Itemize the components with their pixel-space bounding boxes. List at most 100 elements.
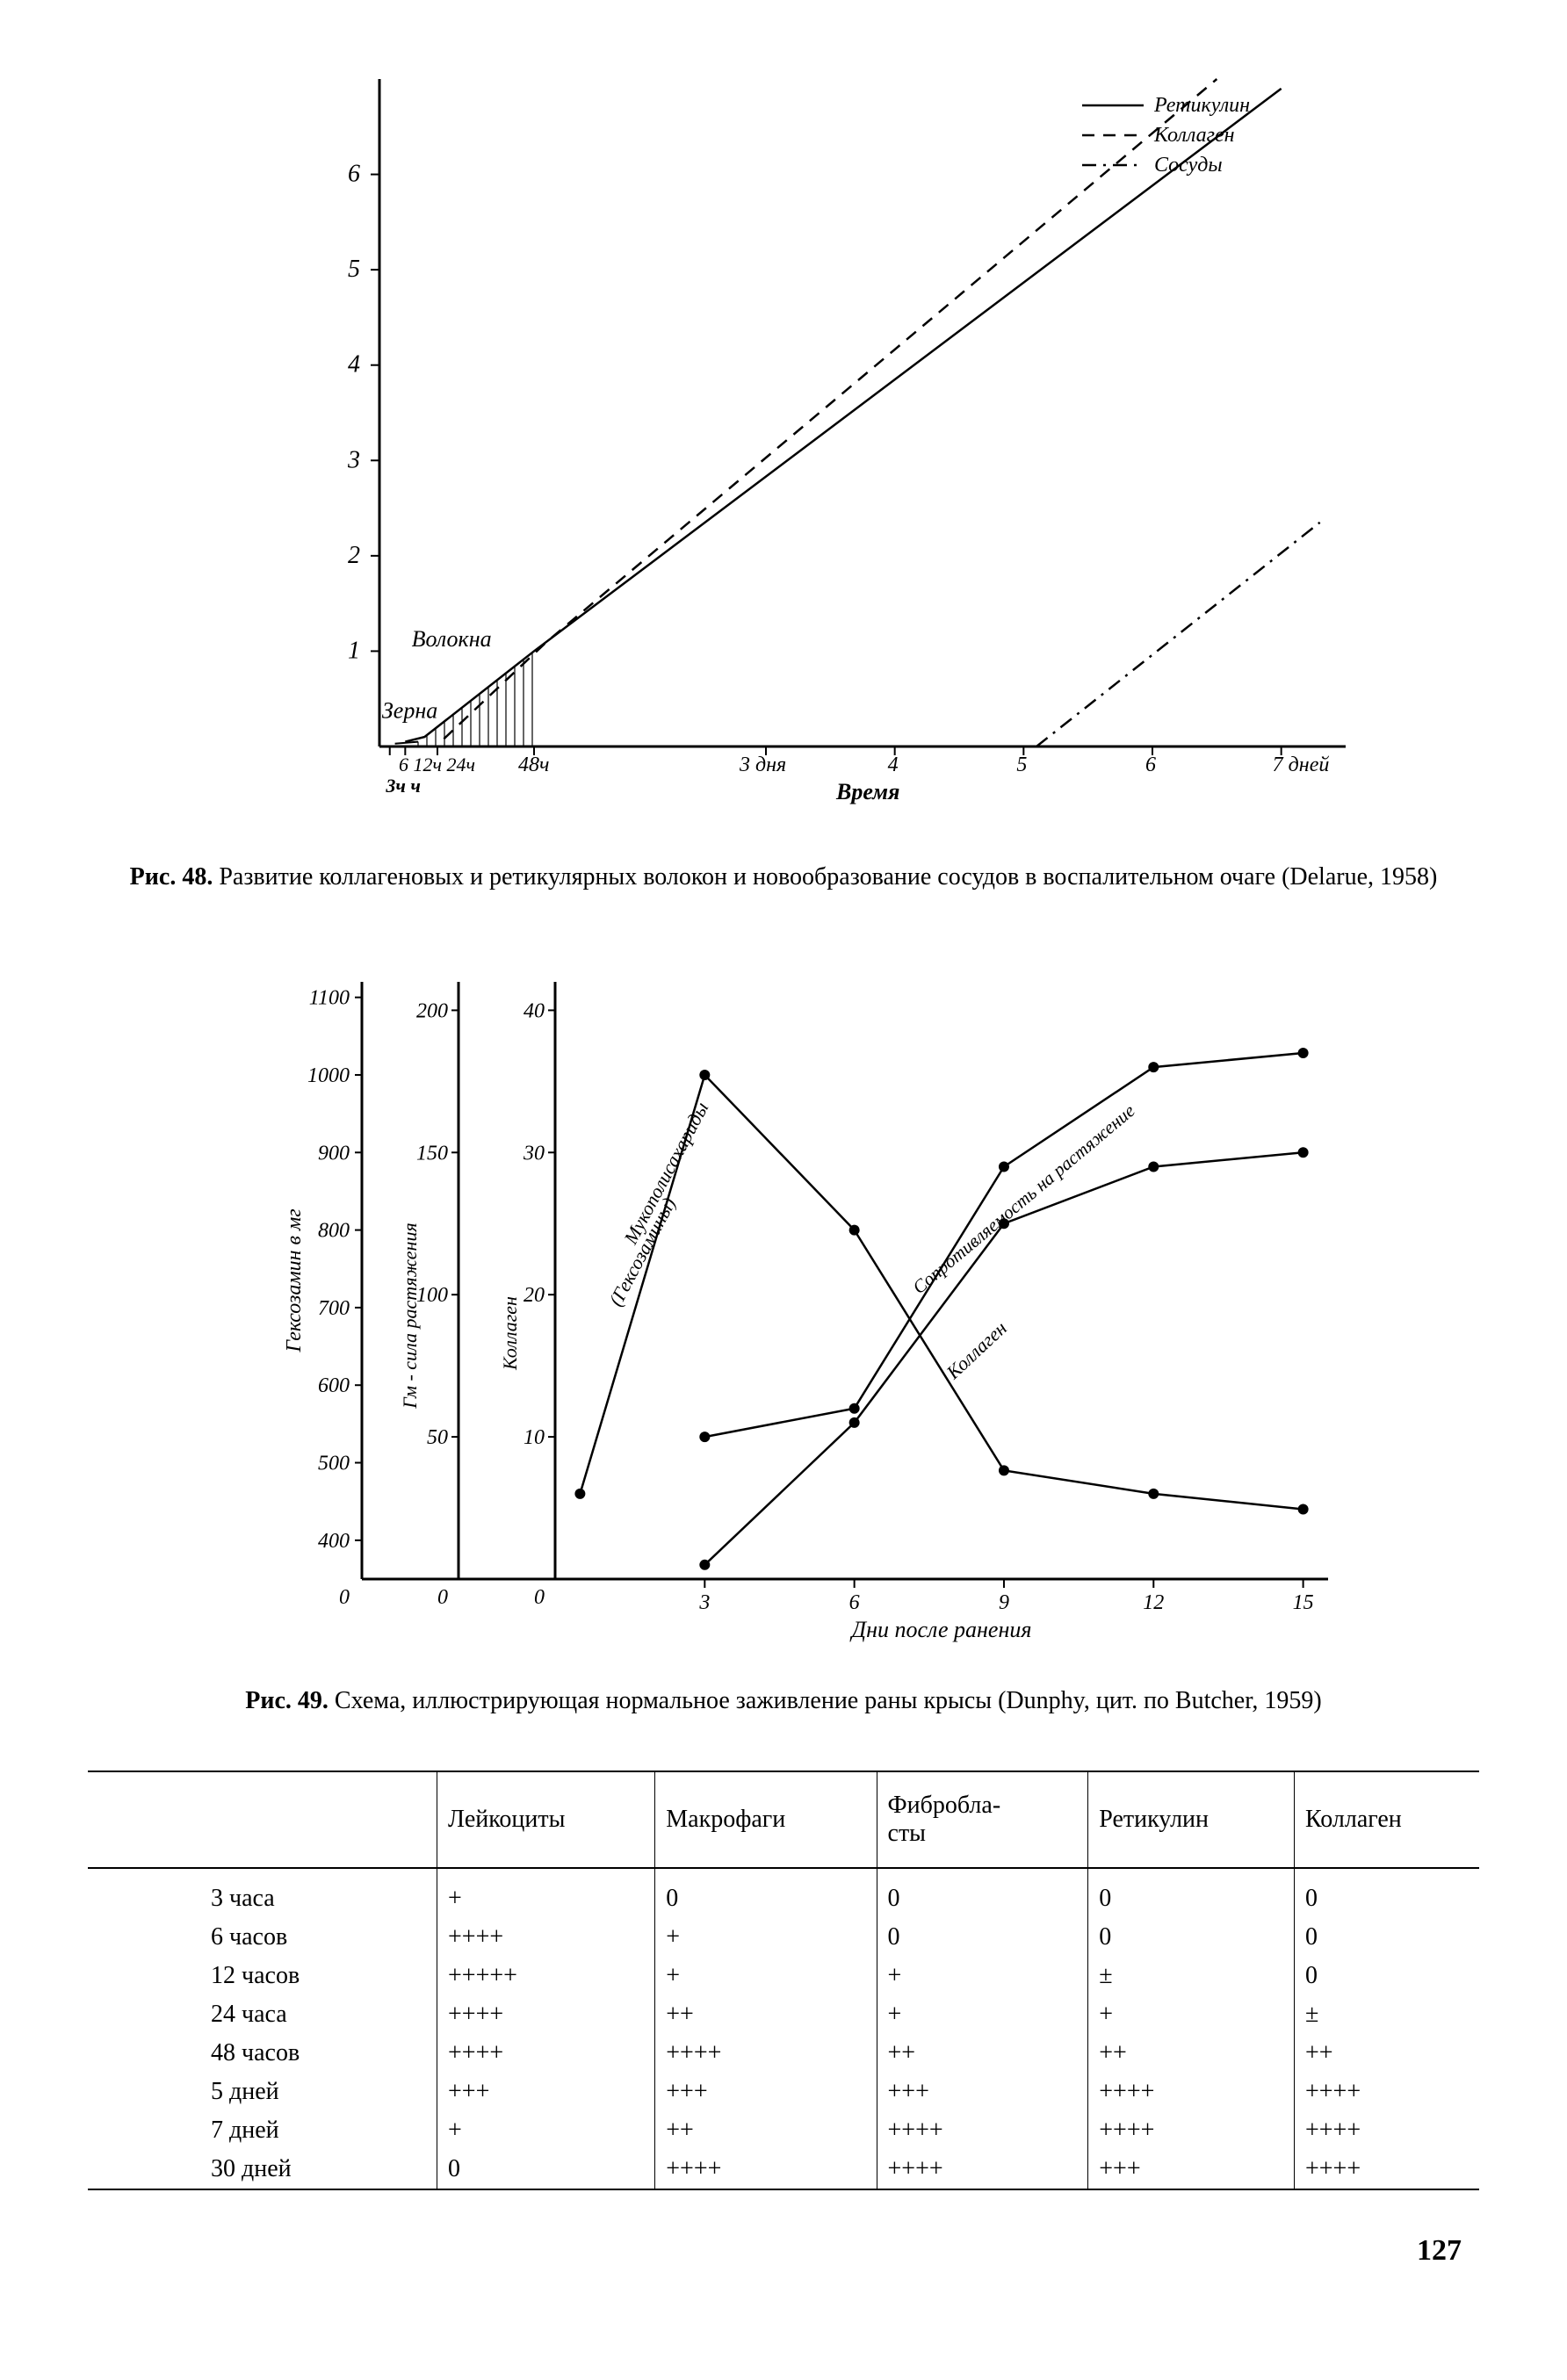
svg-text:4: 4	[348, 351, 360, 379]
svg-text:1000: 1000	[307, 1064, 350, 1087]
table-cell: 0	[1088, 1868, 1295, 1918]
svg-text:5: 5	[348, 256, 360, 283]
table-cell: 0	[1294, 1868, 1479, 1918]
svg-text:Сосуды: Сосуды	[1154, 154, 1223, 177]
table-cell: ++++	[655, 2150, 877, 2189]
table-row-label: 7 дней	[88, 2111, 437, 2150]
table-cell: +	[877, 1957, 1088, 1995]
table-cell: ++++	[1294, 2111, 1479, 2150]
table-cell: ±	[1294, 1995, 1479, 2034]
table-cell: +++	[1088, 2150, 1295, 2189]
fig48-caption-text: Развитие коллагеновых и ретикулярных вол…	[219, 863, 1437, 891]
table-row-label: 6 часов	[88, 1918, 437, 1957]
fig48-caption: Рис. 48. Развитие коллагеновых и ретикул…	[88, 861, 1479, 894]
table-cell: +	[655, 1918, 877, 1957]
table-cell: ++	[1294, 2034, 1479, 2073]
fig49-caption-prefix: Рис. 49.	[245, 1687, 329, 1714]
table-cell: 0	[1088, 1918, 1295, 1957]
table-cell: 0	[437, 2150, 655, 2189]
fig48-chart: 1234563ч ч6 12ч 24ч48ч3 дня4567 днейВрем…	[177, 53, 1390, 843]
svg-text:400: 400	[318, 1530, 350, 1553]
table-cell: ++	[1088, 2034, 1295, 2073]
svg-text:50: 50	[427, 1426, 448, 1449]
svg-text:5: 5	[1016, 754, 1027, 776]
table-cell: ++++	[1088, 2111, 1295, 2150]
table-cell: 0	[1294, 1918, 1479, 1957]
table-cell: ++	[877, 2034, 1088, 2073]
svg-text:200: 200	[416, 999, 448, 1022]
table-cell: ++++	[1294, 2150, 1479, 2189]
svg-text:Гм - сила растяжения: Гм - сила растяжения	[399, 1222, 421, 1409]
svg-text:12: 12	[1143, 1591, 1164, 1614]
svg-text:900: 900	[318, 1142, 350, 1165]
table-cell: ++++	[1088, 2073, 1295, 2111]
svg-text:Время: Время	[835, 779, 899, 804]
svg-text:6: 6	[1145, 754, 1156, 776]
table-cell: ++++	[1294, 2073, 1479, 2111]
table-cell: ++++	[437, 1995, 655, 2034]
svg-text:0: 0	[339, 1586, 350, 1609]
svg-text:Гексозамин в мг: Гексозамин в мг	[283, 1208, 306, 1352]
svg-text:150: 150	[416, 1142, 448, 1165]
table-row: 48 часов++++++++++++++	[88, 2034, 1479, 2073]
svg-text:Зерна: Зерна	[382, 697, 437, 723]
table-cell: +++	[877, 2073, 1088, 2111]
svg-text:10: 10	[524, 1426, 545, 1449]
svg-text:3: 3	[347, 446, 360, 473]
table-row-label: 12 часов	[88, 1957, 437, 1995]
table-header-leukocytes: Лейкоциты	[437, 1771, 655, 1868]
svg-text:Дни после ранения: Дни после ранения	[849, 1617, 1032, 1642]
svg-text:30: 30	[523, 1142, 545, 1165]
svg-text:600: 600	[318, 1374, 350, 1397]
svg-text:48ч: 48ч	[518, 754, 549, 776]
svg-text:Волокна: Волокна	[412, 626, 492, 652]
table-cell: ++++	[877, 2150, 1088, 2189]
table-header-collagen: Коллаген	[1294, 1771, 1479, 1868]
page-number: 127	[88, 2234, 1479, 2268]
svg-text:6: 6	[849, 1591, 860, 1614]
svg-text:Ретикулин: Ретикулин	[1153, 94, 1250, 117]
svg-text:0: 0	[437, 1586, 448, 1609]
svg-text:3 дня: 3 дня	[739, 754, 786, 776]
table-row: 5 дней+++++++++++++++++	[88, 2073, 1479, 2111]
table-header-row: Лейкоциты Макрофаги Фибробла-сты Ретикул…	[88, 1771, 1479, 1868]
data-table: Лейкоциты Макрофаги Фибробла-сты Ретикул…	[88, 1771, 1479, 2190]
table-cell: 0	[877, 1918, 1088, 1957]
table-cell: +++++	[437, 1957, 655, 1995]
svg-text:2: 2	[348, 542, 360, 569]
table-header-empty	[88, 1771, 437, 1868]
table-cell: +	[437, 1868, 655, 1918]
table-row: 6 часов+++++000	[88, 1918, 1479, 1957]
svg-text:Коллаген: Коллаген	[499, 1296, 521, 1371]
svg-text:3ч ч: 3ч ч	[385, 775, 421, 797]
table-row: 24 часа++++++++±	[88, 1995, 1479, 2034]
table-cell: ++++	[877, 2111, 1088, 2150]
table-cell: 0	[877, 1868, 1088, 1918]
svg-text:9: 9	[999, 1591, 1009, 1614]
table-cell: ++	[655, 2111, 877, 2150]
table-row: 12 часов+++++++±0	[88, 1957, 1479, 1995]
table-cell: 0	[655, 1868, 877, 1918]
table-cell: ++++	[437, 2034, 655, 2073]
svg-text:7 дней: 7 дней	[1273, 754, 1330, 776]
table-row: 7 дней+++++++++++++++	[88, 2111, 1479, 2150]
svg-text:500: 500	[318, 1452, 350, 1475]
table-row: 3 часа+0000	[88, 1868, 1479, 1918]
svg-text:1: 1	[348, 637, 360, 664]
table-cell: ++	[655, 1995, 877, 2034]
figure-49: 4005006007008009001000110050100150200102…	[88, 947, 1479, 1718]
svg-text:800: 800	[318, 1219, 350, 1242]
table-cell: +++	[437, 2073, 655, 2111]
table-header-reticulin: Ретикулин	[1088, 1771, 1295, 1868]
table-cell: ++++	[437, 1918, 655, 1957]
table-cell: +++	[655, 2073, 877, 2111]
table-row-label: 24 часа	[88, 1995, 437, 2034]
svg-text:100: 100	[416, 1284, 448, 1307]
svg-text:40: 40	[524, 999, 545, 1022]
svg-text:4: 4	[888, 754, 899, 776]
table-row-label: 3 часа	[88, 1868, 437, 1918]
figure-48: 1234563ч ч6 12ч 24ч48ч3 дня4567 днейВрем…	[88, 53, 1479, 894]
svg-text:Коллаген: Коллаген	[1153, 124, 1235, 147]
fig49-caption: Рис. 49. Схема, иллюстрирующая нормально…	[88, 1684, 1479, 1718]
table-row-label: 5 дней	[88, 2073, 437, 2111]
